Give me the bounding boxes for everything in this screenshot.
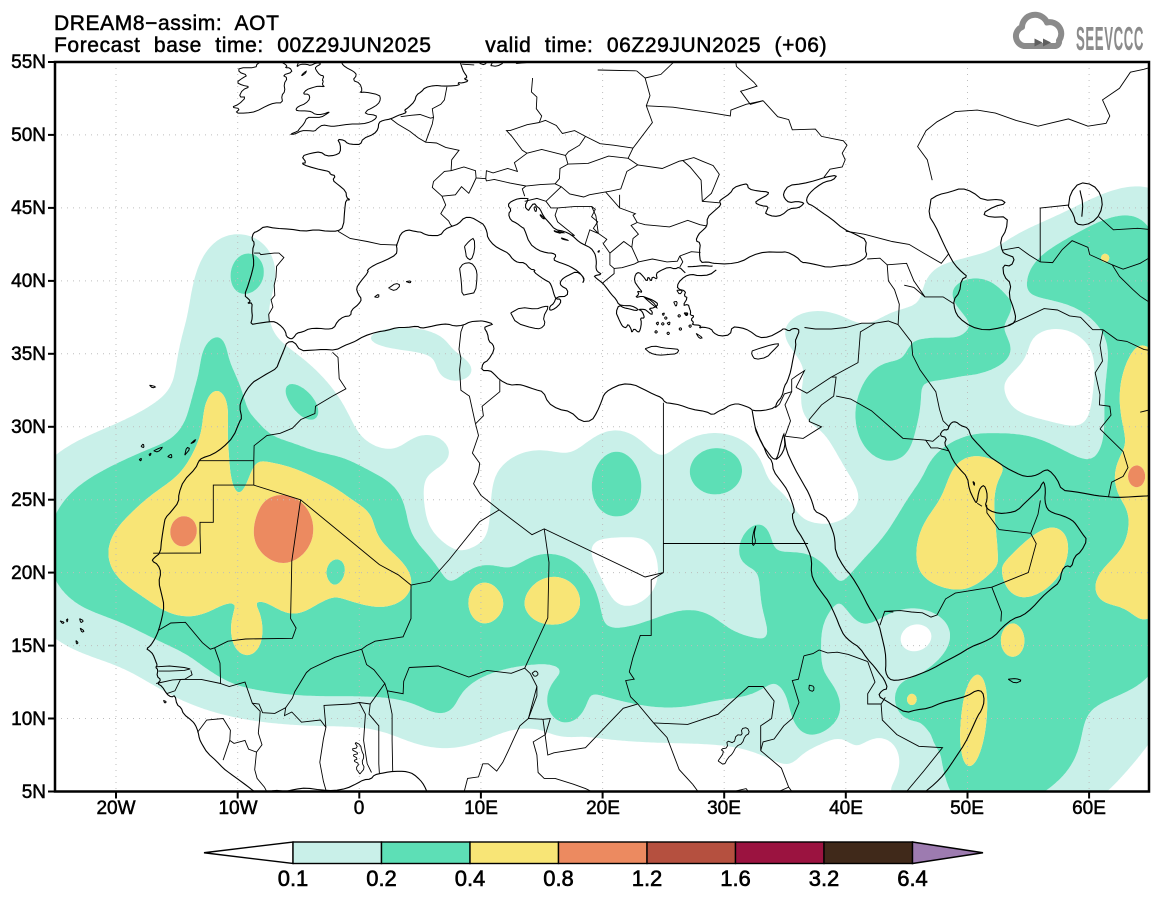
svg-text:SEEVCCC: SEEVCCC — [1076, 21, 1144, 58]
